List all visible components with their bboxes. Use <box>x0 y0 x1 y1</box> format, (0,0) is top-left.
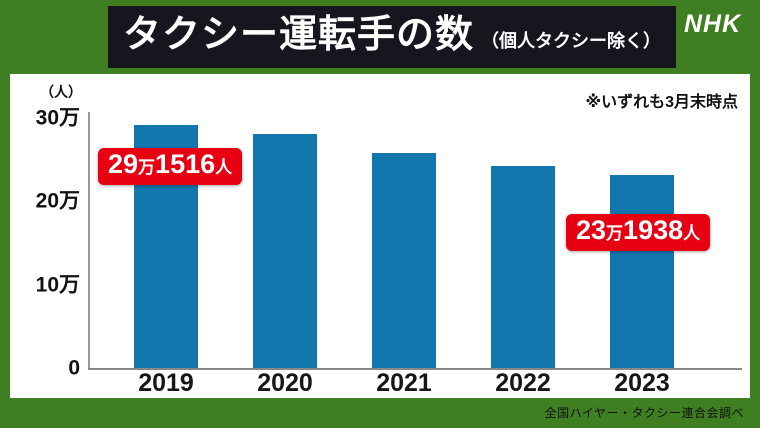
annotation-text-segment: 万 <box>606 224 624 243</box>
title-subtitle: （個人タクシー除く） <box>481 31 661 51</box>
y-axis-line <box>88 112 90 368</box>
annotation-text-segment: 人 <box>215 158 233 177</box>
annotation-text-segment: 29 <box>108 149 139 179</box>
y-tick-20man: 20万 <box>35 189 80 213</box>
x-tick-2021: 2021 <box>376 369 432 397</box>
chart-panel: （人） ※いずれも3月末時点 30万 20万 10万 0 2019 2020 202… <box>10 74 750 398</box>
source-credit: 全国ハイヤー・タクシー連合会調べ <box>544 406 744 420</box>
annotation-badge-2023: 23 万 1938 人 <box>566 214 711 251</box>
x-tick-2020: 2020 <box>257 369 313 397</box>
page-title: タクシー運転手の数 <box>122 14 474 56</box>
y-tick-30man: 30万 <box>35 106 80 130</box>
y-tick-0: 0 <box>68 356 80 380</box>
annotation-text-segment: 1938 <box>623 215 684 245</box>
bar-2020 <box>253 133 317 368</box>
x-axis: 2019 2020 2021 2022 2023 <box>88 371 744 399</box>
x-tick-2023: 2023 <box>614 369 670 397</box>
annotation-text-segment: 万 <box>138 158 156 177</box>
title-bar: タクシー運転手の数 （個人タクシー除く） <box>108 6 676 68</box>
bar-2022 <box>491 166 555 368</box>
annotation-text-segment: 23 <box>576 215 607 245</box>
x-tick-2019: 2019 <box>138 369 194 397</box>
y-tick-10man: 10万 <box>35 273 80 297</box>
annotation-badge-2019: 29 万 1516 人 <box>98 148 243 185</box>
y-axis-unit-label: （人） <box>40 84 82 100</box>
bar-2023 <box>610 174 674 368</box>
nhk-logo: NHK <box>684 10 742 38</box>
annotation-text-segment: 人 <box>683 224 701 243</box>
x-axis-baseline <box>88 368 742 370</box>
annotation-text-segment: 1516 <box>155 149 216 179</box>
x-tick-2022: 2022 <box>495 369 551 397</box>
date-note: ※いずれも3月末時点 <box>585 94 738 111</box>
bar-2021 <box>372 153 436 368</box>
